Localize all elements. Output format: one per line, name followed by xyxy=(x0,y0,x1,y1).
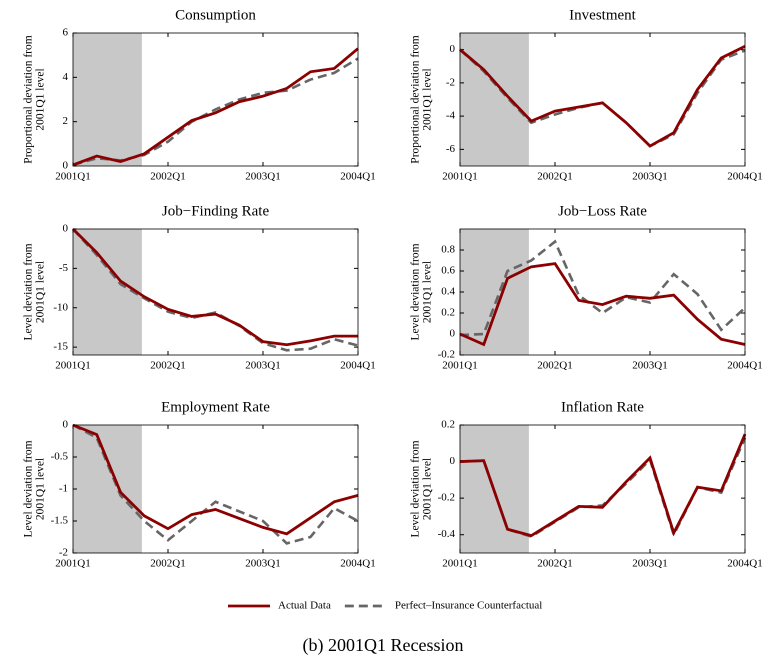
series-line xyxy=(72,228,359,352)
series-line xyxy=(72,423,359,536)
y-tick-label: 0.2 xyxy=(441,307,455,319)
y-tick-label: -0.4 xyxy=(438,528,456,540)
y-tick-label: -0.2 xyxy=(438,349,455,361)
y-tick-label: -1.5 xyxy=(51,515,69,527)
x-tick-label: 2003Q1 xyxy=(632,360,667,372)
recession-shade xyxy=(73,33,142,166)
x-tick-label: 2002Q1 xyxy=(537,171,572,183)
y-tick-label: 0.6 xyxy=(441,265,455,277)
y-tick-label: -0.2 xyxy=(438,492,455,504)
axes-box xyxy=(459,228,746,356)
y-tick-label: 0 xyxy=(450,43,456,55)
x-tick-label: 2003Q1 xyxy=(245,558,280,570)
y-axis-label: 2001Q1 level xyxy=(35,261,47,323)
x-tick-label: 2004Q1 xyxy=(727,171,762,183)
x-tick-label: 2001Q1 xyxy=(442,360,477,372)
y-tick-label: 6 xyxy=(63,27,69,39)
x-tick-label: 2002Q1 xyxy=(537,558,572,570)
y-axis-label: Level deviation from xyxy=(410,440,422,537)
y-axis-label: 2001Q1 level xyxy=(422,261,434,323)
y-axis-label: Proportional deviation from xyxy=(410,35,422,163)
x-tick-label: 2004Q1 xyxy=(340,171,375,183)
y-tick-label: 0.8 xyxy=(441,244,455,256)
y-tick-label: -10 xyxy=(53,301,68,313)
x-tick-label: 2004Q1 xyxy=(727,360,762,372)
axes-box xyxy=(459,32,746,167)
caption: (b) 2001Q1 Recession xyxy=(303,635,464,656)
x-tick-label: 2001Q1 xyxy=(55,171,90,183)
y-tick-label: -5 xyxy=(59,262,69,274)
x-tick-label: 2001Q1 xyxy=(442,558,477,570)
axes-box xyxy=(72,424,359,554)
y-tick-label: -0.5 xyxy=(51,451,69,463)
recession-shade xyxy=(460,33,529,166)
y-axis-label: Proportional deviation from xyxy=(23,35,35,163)
y-tick-label: 0 xyxy=(63,223,69,235)
y-axis-label: 2001Q1 level xyxy=(35,458,47,520)
y-tick-label: 0.2 xyxy=(441,419,455,431)
y-axis-label: Level deviation from xyxy=(23,440,35,537)
series-line xyxy=(459,45,746,148)
x-tick-label: 2002Q1 xyxy=(150,558,185,570)
x-tick-label: 2004Q1 xyxy=(727,558,762,570)
y-axis-label: Level deviation from xyxy=(410,243,422,340)
recession-shade xyxy=(73,229,142,355)
y-axis-label: Level deviation from xyxy=(23,243,35,340)
x-tick-label: 2002Q1 xyxy=(537,360,572,372)
axes-box xyxy=(72,32,359,167)
panel-title: Consumption xyxy=(175,7,256,23)
y-tick-label: 0 xyxy=(450,328,456,340)
legend-label: Perfect–Insurance Counterfactual xyxy=(395,600,543,612)
y-tick-label: -6 xyxy=(446,143,456,155)
recession-shade xyxy=(460,229,529,355)
y-axis-label: 2001Q1 level xyxy=(422,458,434,520)
panel-title: Employment Rate xyxy=(161,399,270,415)
y-tick-label: 2 xyxy=(63,115,69,127)
series-line xyxy=(459,239,746,337)
y-tick-label: 0 xyxy=(63,160,69,172)
panel-title: Inflation Rate xyxy=(561,399,644,415)
x-tick-label: 2002Q1 xyxy=(150,171,185,183)
y-tick-label: -2 xyxy=(446,76,455,88)
y-tick-label: 0 xyxy=(450,455,456,467)
x-tick-label: 2001Q1 xyxy=(55,558,90,570)
y-tick-label: -4 xyxy=(446,110,456,122)
series-line xyxy=(459,262,746,347)
x-tick-label: 2004Q1 xyxy=(340,360,375,372)
series-line xyxy=(72,228,358,347)
y-axis-label: 2001Q1 level xyxy=(422,68,434,130)
axes-box xyxy=(72,228,359,356)
panel-title: Job−Loss Rate xyxy=(558,203,647,219)
panel-title: Job−Finding Rate xyxy=(162,203,270,219)
y-axis-label: 2001Q1 level xyxy=(35,68,47,130)
x-tick-label: 2003Q1 xyxy=(245,360,280,372)
series-line xyxy=(72,423,359,545)
axes-box xyxy=(459,424,746,554)
recession-shade xyxy=(73,425,142,553)
y-tick-label: 4 xyxy=(63,71,69,83)
x-tick-label: 2003Q1 xyxy=(632,171,667,183)
panel-title: Investment xyxy=(569,7,636,23)
x-tick-label: 2004Q1 xyxy=(340,558,375,570)
x-tick-label: 2001Q1 xyxy=(442,171,477,183)
x-tick-label: 2002Q1 xyxy=(150,360,185,372)
y-tick-label: 0.4 xyxy=(441,286,455,298)
x-tick-label: 2003Q1 xyxy=(632,558,667,570)
legend-label: Actual Data xyxy=(278,600,331,612)
y-tick-label: 0 xyxy=(63,419,69,431)
series-line xyxy=(72,47,359,167)
series-line xyxy=(459,433,747,538)
y-tick-label: -15 xyxy=(53,341,68,353)
x-tick-label: 2003Q1 xyxy=(245,171,280,183)
x-tick-label: 2001Q1 xyxy=(55,360,90,372)
y-tick-label: -2 xyxy=(59,547,68,559)
y-tick-label: -1 xyxy=(59,483,68,495)
